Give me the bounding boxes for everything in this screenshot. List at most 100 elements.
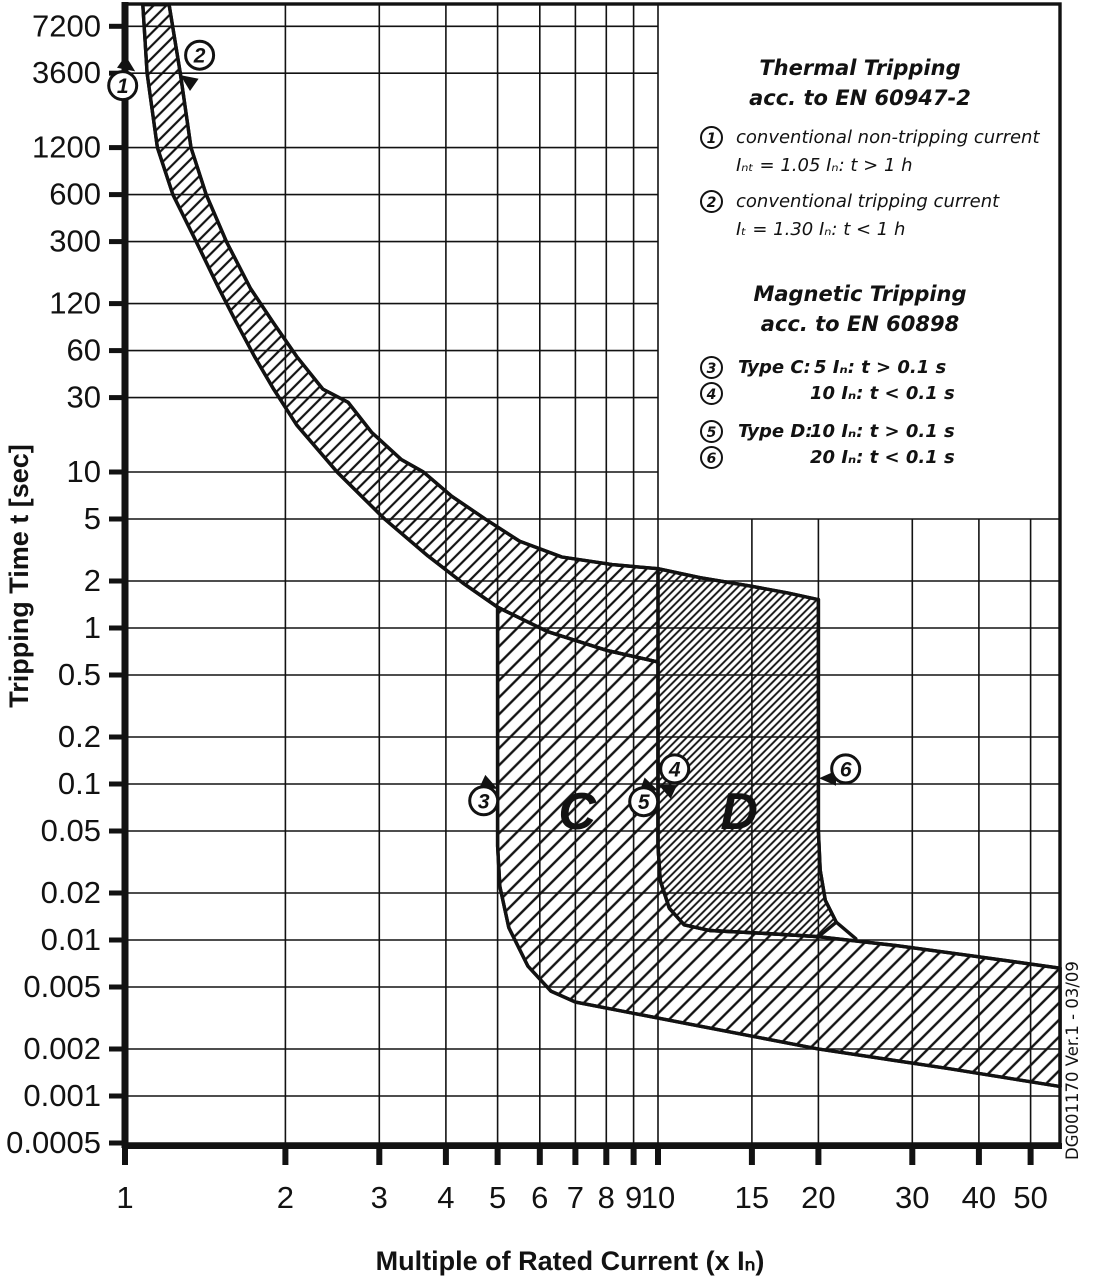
y-tick-2 — [109, 578, 125, 584]
x-tick-label-4: 4 — [437, 1180, 454, 1215]
marker-1-circle-icon — [107, 70, 139, 102]
y-tick-600 — [109, 192, 125, 198]
legend-panel: Thermal Tripping acc. to EN 60947-2 1 co… — [664, 8, 1056, 516]
y-axis-title: Tripping Time t [sec] — [4, 444, 34, 708]
marker-2-circle-icon — [184, 39, 216, 71]
x-tick-2 — [282, 1148, 289, 1165]
x-tick-1 — [122, 1148, 128, 1165]
x-tick-6 — [536, 1148, 543, 1165]
y-tick-label-0.1: 0.1 — [58, 766, 101, 801]
marker-3-number: 3 — [478, 790, 490, 813]
legend-type-d-label: Type D: — [738, 421, 813, 442]
x-tick-label-30: 30 — [895, 1180, 929, 1215]
curve-type-D-top-boundary — [656, 567, 821, 602]
legend-magnetic-subtitle: acc. to EN 60898 — [760, 312, 960, 336]
x-tick-label-3: 3 — [371, 1180, 388, 1215]
legend-marker-4-icon: 4 — [700, 382, 723, 405]
region-label-C: C — [558, 783, 597, 841]
y-tick-label-60: 60 — [67, 333, 101, 368]
x-tick-30 — [909, 1148, 916, 1165]
x-tick-label-8: 8 — [598, 1180, 615, 1215]
legend-marker-3-icon: 3 — [700, 356, 723, 379]
legend-type-d-value-1: 10 Iₙ: t > 0.1 s — [810, 421, 955, 442]
region-band-D — [656, 567, 838, 939]
marker-3-circle-icon — [468, 785, 500, 817]
y-tick-5 — [109, 516, 125, 522]
y-tick-0.5 — [109, 672, 125, 678]
y-tick-label-0.2: 0.2 — [58, 719, 101, 754]
y-tick-label-0.5: 0.5 — [58, 657, 101, 692]
marker-4-number: 4 — [668, 758, 681, 781]
legend-thermal-title: Thermal Tripping — [759, 56, 961, 80]
curve-thermal-lower-1.05In — [141, 3, 660, 664]
legend-marker-6-icon: 6 — [700, 446, 723, 469]
y-tick-10 — [109, 469, 125, 475]
y-tick-120 — [109, 301, 125, 307]
x-tick-40 — [975, 1148, 982, 1165]
legend-item-2-formula: Iₜ = 1.30 Iₙ: t < 1 h — [736, 219, 906, 240]
y-tick-7200 — [109, 23, 125, 29]
legend-item-1-text: conventional non-tripping current — [736, 127, 1040, 148]
y-tick-300 — [109, 239, 125, 245]
legend-type-d-value-2: 20 Iₙ: t < 0.1 s — [810, 447, 955, 468]
y-tick-60 — [109, 348, 125, 354]
curve-thermal-upper-1.30In — [167, 3, 660, 571]
legend-marker-1-icon: 1 — [700, 126, 723, 149]
y-tick-1 — [109, 625, 125, 631]
y-tick-0.1 — [109, 781, 125, 787]
marker-5-number: 5 — [638, 791, 650, 814]
x-tick-label-10: 10 — [641, 1180, 675, 1215]
y-tick-label-0.005: 0.005 — [23, 969, 101, 1004]
legend-marker-2-icon: 2 — [700, 190, 723, 213]
legend-type-c-value-2: 10 Iₙ: t < 0.1 s — [810, 383, 955, 404]
y-tick-0.001 — [109, 1093, 125, 1099]
legend-type-d-row-1: 5 Type D: 10 Iₙ: t > 0.1 s — [664, 420, 1056, 446]
y-tick-label-1200: 1200 — [32, 130, 101, 165]
y-tick-label-0.02: 0.02 — [41, 875, 101, 910]
x-tick-label-6: 6 — [531, 1180, 548, 1215]
y-tick-0.05 — [109, 828, 125, 834]
y-tick-label-300: 300 — [49, 224, 101, 259]
y-tick-label-1: 1 — [84, 610, 101, 645]
x-tick-4 — [442, 1148, 449, 1165]
legend-item-1-formula: Iₙₜ = 1.05 Iₙ: t > 1 h — [736, 155, 913, 176]
marker-2-arrow-icon — [180, 75, 199, 91]
y-tick-1200 — [109, 145, 125, 151]
x-tick-label-9: 9 — [625, 1180, 642, 1215]
x-tick-9 — [630, 1148, 637, 1165]
marker-4-arrow-icon — [658, 784, 677, 799]
legend-type-c-value-1: 5 Iₙ: t > 0.1 s — [814, 357, 947, 378]
x-tick-20 — [815, 1148, 822, 1165]
curve-magnetic-5In-typeC-lower — [495, 605, 1062, 1089]
legend-thermal-subtitle: acc. to EN 60947-2 — [749, 86, 971, 110]
legend-type-c-row-2: 4 10 Iₙ: t < 0.1 s — [664, 382, 1056, 408]
x-tick-8 — [603, 1148, 610, 1165]
legend-type-c-label: Type C: — [738, 357, 811, 378]
curve-magnetic-20In-typeD-upper — [816, 597, 858, 941]
x-tick-15 — [748, 1148, 755, 1165]
x-tick-label-5: 5 — [489, 1180, 506, 1215]
x-tick-label-1: 1 — [116, 1180, 133, 1215]
marker-5-circle-icon — [628, 786, 660, 818]
x-tick-label-15: 15 — [735, 1180, 769, 1215]
curve-magnetic-10In-shared — [656, 660, 1062, 970]
y-tick-label-0.001: 0.001 — [23, 1078, 101, 1113]
y-tick-0.0005 — [109, 1140, 125, 1146]
y-tick-label-5: 5 — [84, 501, 101, 536]
x-tick-label-40: 40 — [962, 1180, 996, 1215]
x-tick-label-2: 2 — [277, 1180, 294, 1215]
marker-2-number: 2 — [193, 45, 206, 68]
x-tick-10 — [655, 1148, 661, 1165]
legend-item-2: 2 conventional tripping current — [664, 190, 1056, 216]
y-tick-label-0.01: 0.01 — [41, 922, 101, 957]
legend-marker-5-icon: 5 — [700, 420, 723, 443]
x-tick-label-50: 50 — [1013, 1180, 1047, 1215]
legend-type-c-row-1: 3 Type C: 5 Iₙ: t > 0.1 s — [664, 356, 1056, 382]
y-tick-label-3600: 3600 — [32, 55, 101, 90]
y-tick-label-7200: 7200 — [32, 8, 101, 43]
y-tick-label-0.05: 0.05 — [41, 813, 101, 848]
legend-magnetic-title: Magnetic Tripping — [753, 282, 967, 306]
y-tick-0.2 — [109, 734, 125, 740]
legend-type-d-row-2: 6 20 Iₙ: t < 0.1 s — [664, 446, 1056, 472]
y-tick-label-120: 120 — [49, 286, 101, 321]
